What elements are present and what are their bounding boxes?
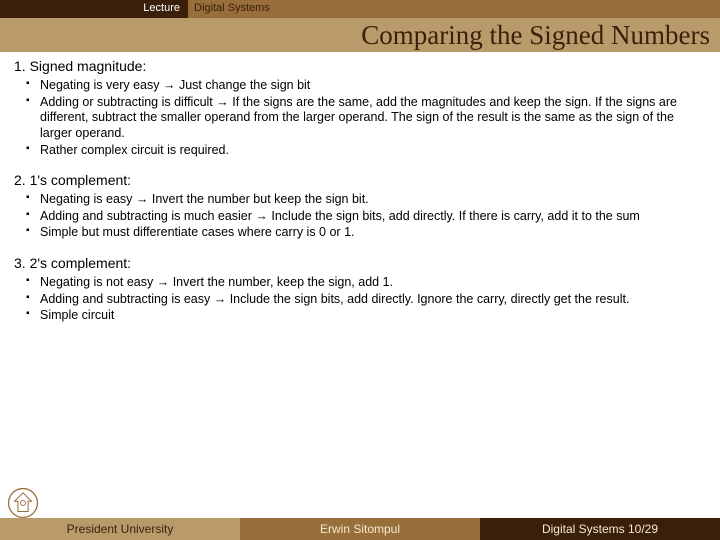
list-item: Adding and subtracting is much easier → … — [40, 209, 706, 225]
section-num: 3. — [14, 255, 26, 271]
university-logo-icon — [6, 486, 40, 520]
list-item: Adding or subtracting is difficult → If … — [40, 95, 706, 142]
footer-university: President University — [0, 518, 240, 540]
list-item: Rather complex circuit is required. — [40, 143, 706, 159]
list-item: Negating is easy → Invert the number but… — [40, 192, 706, 208]
bullet-list: Negating is very easy → Just change the … — [14, 78, 706, 158]
section-heading: 1. Signed magnitude: — [14, 58, 706, 74]
section-twos-complement: 3. 2's complement: Negating is not easy … — [14, 255, 706, 324]
section-heading: 3. 2's complement: — [14, 255, 706, 271]
section-title: Signed magnitude: — [30, 58, 147, 74]
slide-title: Comparing the Signed Numbers — [0, 18, 710, 52]
section-title: 1's complement: — [30, 172, 132, 188]
list-item: Simple but must differentiate cases wher… — [40, 225, 706, 241]
list-item: Negating is very easy → Just change the … — [40, 78, 706, 94]
bullet-list: Negating is not easy → Invert the number… — [14, 275, 706, 324]
list-item: Simple circuit — [40, 308, 706, 324]
footer-bar: President University Erwin Sitompul Digi… — [0, 518, 720, 540]
section-num: 1. — [14, 58, 26, 74]
course-label: Digital Systems — [188, 0, 270, 18]
title-band: Comparing the Signed Numbers — [0, 18, 720, 52]
section-num: 2. — [14, 172, 26, 188]
section-title: 2's complement: — [30, 255, 132, 271]
list-item: Negating is not easy → Invert the number… — [40, 275, 706, 291]
lecture-label: Lecture — [0, 0, 188, 18]
footer-page: Digital Systems 10/29 — [480, 518, 720, 540]
content-area: 1. Signed magnitude: Negating is very ea… — [0, 52, 720, 324]
list-item: Adding and subtracting is easy → Include… — [40, 292, 706, 308]
footer-author: Erwin Sitompul — [240, 518, 480, 540]
bullet-list: Negating is easy → Invert the number but… — [14, 192, 706, 241]
section-signed-magnitude: 1. Signed magnitude: Negating is very ea… — [14, 58, 706, 158]
section-ones-complement: 2. 1's complement: Negating is easy → In… — [14, 172, 706, 241]
section-heading: 2. 1's complement: — [14, 172, 706, 188]
header-bar: Lecture Digital Systems — [0, 0, 720, 18]
